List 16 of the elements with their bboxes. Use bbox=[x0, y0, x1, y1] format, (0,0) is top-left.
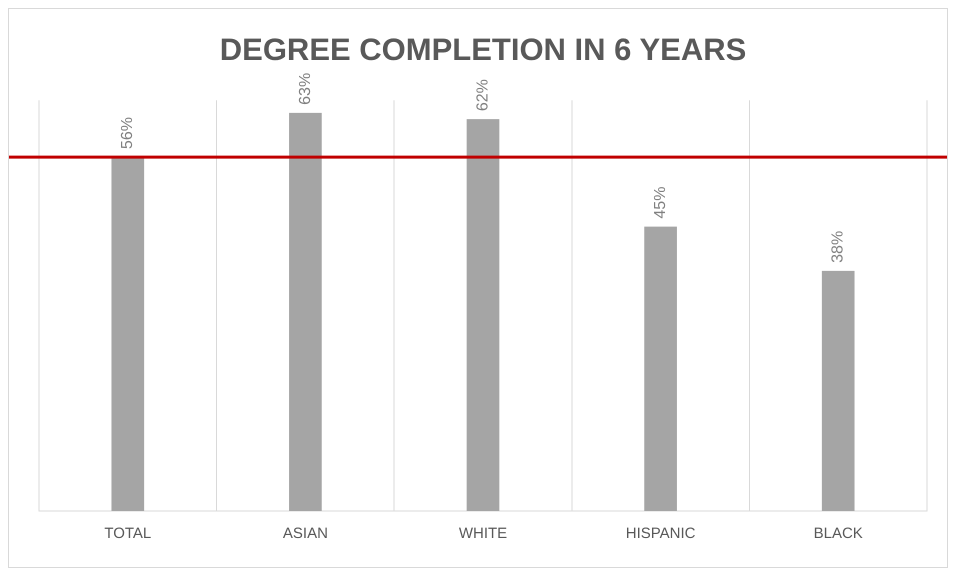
data-label: 63% bbox=[296, 72, 314, 105]
x-tick-label: TOTAL bbox=[104, 525, 152, 542]
data-label: 56% bbox=[119, 117, 136, 150]
bar bbox=[289, 112, 322, 511]
x-tick-label: WHITE bbox=[458, 525, 508, 542]
x-tick-label: HISPANIC bbox=[626, 525, 696, 542]
data-label: 38% bbox=[830, 230, 847, 263]
x-tick-label: BLACK bbox=[814, 525, 863, 542]
data-label: 45% bbox=[652, 186, 670, 219]
bar bbox=[111, 157, 144, 511]
bar bbox=[466, 119, 500, 511]
chart-title: DEGREE COMPLETION IN 6 YEARS bbox=[220, 32, 746, 68]
bar bbox=[822, 270, 855, 511]
bar bbox=[644, 226, 677, 511]
x-tick-label: ASIAN bbox=[282, 525, 328, 542]
data-label: 62% bbox=[474, 79, 492, 112]
